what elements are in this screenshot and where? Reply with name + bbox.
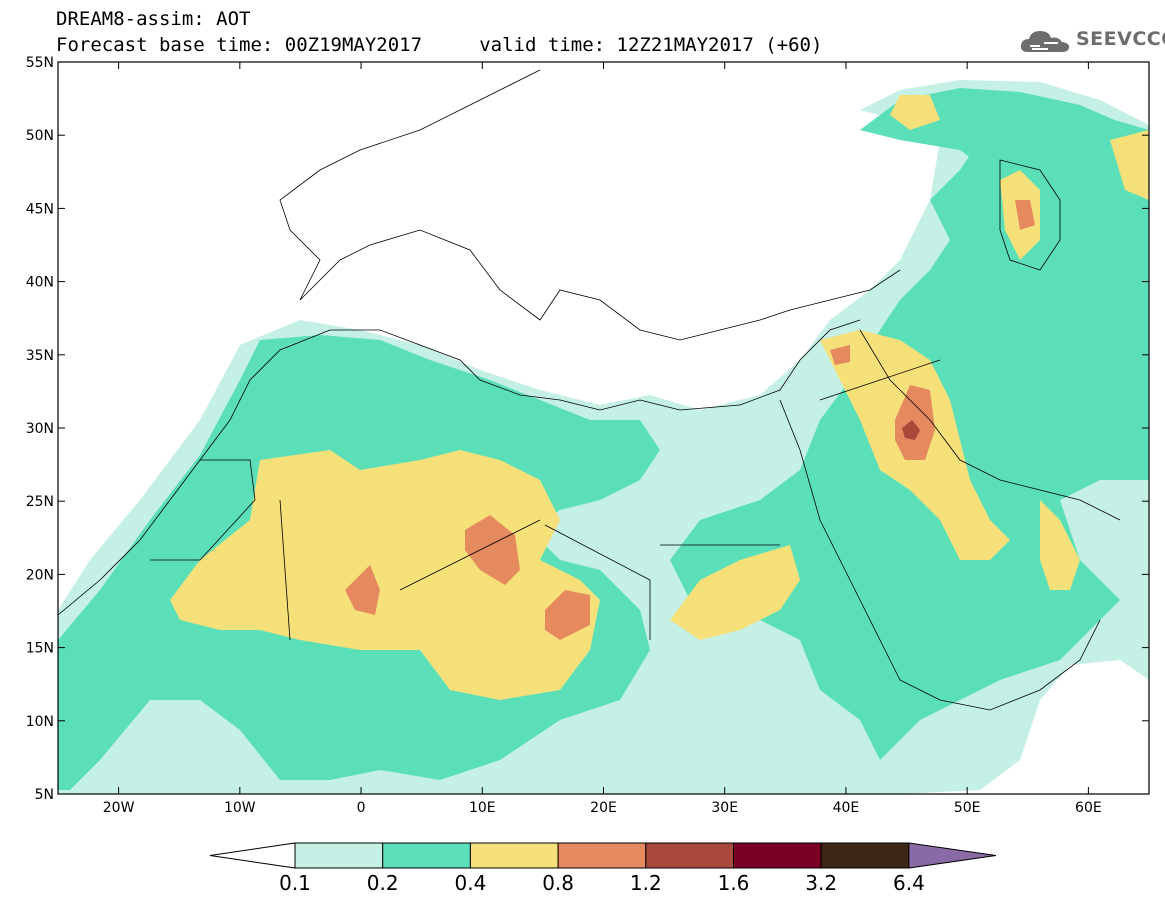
lon-label: 40E [833,800,860,816]
colorbar-box [557,842,647,869]
cloud-icon [1020,31,1070,52]
lat-label: 30N [26,421,54,437]
lon-label: 20W [103,800,135,816]
aot-contour-0.8-chad [545,590,590,640]
colorbar-arrow-low [209,842,296,869]
lon-label: 0 [357,800,366,816]
colorbar-box [382,842,471,869]
aot-contour-1.2-iraq [902,420,920,440]
aot-contour-0.4-sudan [670,545,800,640]
colorbar-label: 0.8 [542,871,574,895]
aot-contour-0.8-iraq [895,385,935,460]
colorbar-box [820,842,910,869]
colorbar-box [645,842,734,869]
lon-label: 10W [224,800,256,816]
aot-contour-0.8-mali [345,565,380,615]
coastlines [58,69,1121,711]
lat-label: 25N [26,494,54,510]
colorbar-label: 1.6 [718,871,750,895]
aot-contour-0.2-north [860,88,1149,230]
lat-label: 10N [26,714,54,730]
lon-label: 10E [469,800,496,816]
colorbar-label: 1.2 [630,871,662,895]
chart-title: DREAM8-assim: AOT [56,8,251,30]
colorbar-label: 3.2 [805,871,837,895]
aot-contour-0.8-kaz [1015,200,1035,230]
logo-text: SEEVCCC [1076,28,1165,50]
colorbar-arrow-high [908,842,996,869]
chart-subtitle: Forecast base time: 00Z19MAY2017 valid t… [56,34,823,56]
aot-contour-0.4 [170,450,600,700]
lat-label: 55N [26,55,54,71]
lat-label: 20N [26,567,54,583]
lon-label: 30E [711,800,738,816]
lat-label: 35N [26,348,54,364]
lon-label: 20E [590,800,617,816]
aot-contour-0.4-oman [1040,500,1080,590]
lat-label: 5N [35,787,54,803]
longitude-axis: 20W 10W 0 10E 20E 30E 40E 50E 60E [103,62,1102,816]
seevccc-logo: SEEVCCC [1018,24,1165,56]
colorbar-label: 0.2 [367,871,399,895]
aot-contour-0.8-syria [830,345,850,365]
colorbar: 0.1 0.2 0.4 0.8 1.2 1.6 3.2 6.4 [209,842,996,895]
lat-label: 15N [26,641,54,657]
colorbar-label: 0.4 [454,871,486,895]
aot-contour-0.4-north [890,95,940,130]
lat-label: 40N [26,275,54,291]
lon-label: 50E [954,800,981,816]
colorbar-box [294,842,384,869]
aot-field [58,80,1149,794]
lon-label: 60E [1075,800,1102,816]
colorbar-box [469,842,559,869]
colorbar-box [733,842,822,869]
colorbar-label: 0.1 [279,871,311,895]
lat-label: 45N [26,201,54,217]
aot-contour-0.4-kaz [1110,130,1149,200]
latitude-axis: 55N 50N 45N 40N 35N 30N 25N 20N 15N 10N 5N [26,55,1149,803]
lat-label: 50N [26,128,54,144]
aot-contour-0.8-niger [465,515,520,585]
colorbar-label: 6.4 [893,871,925,895]
